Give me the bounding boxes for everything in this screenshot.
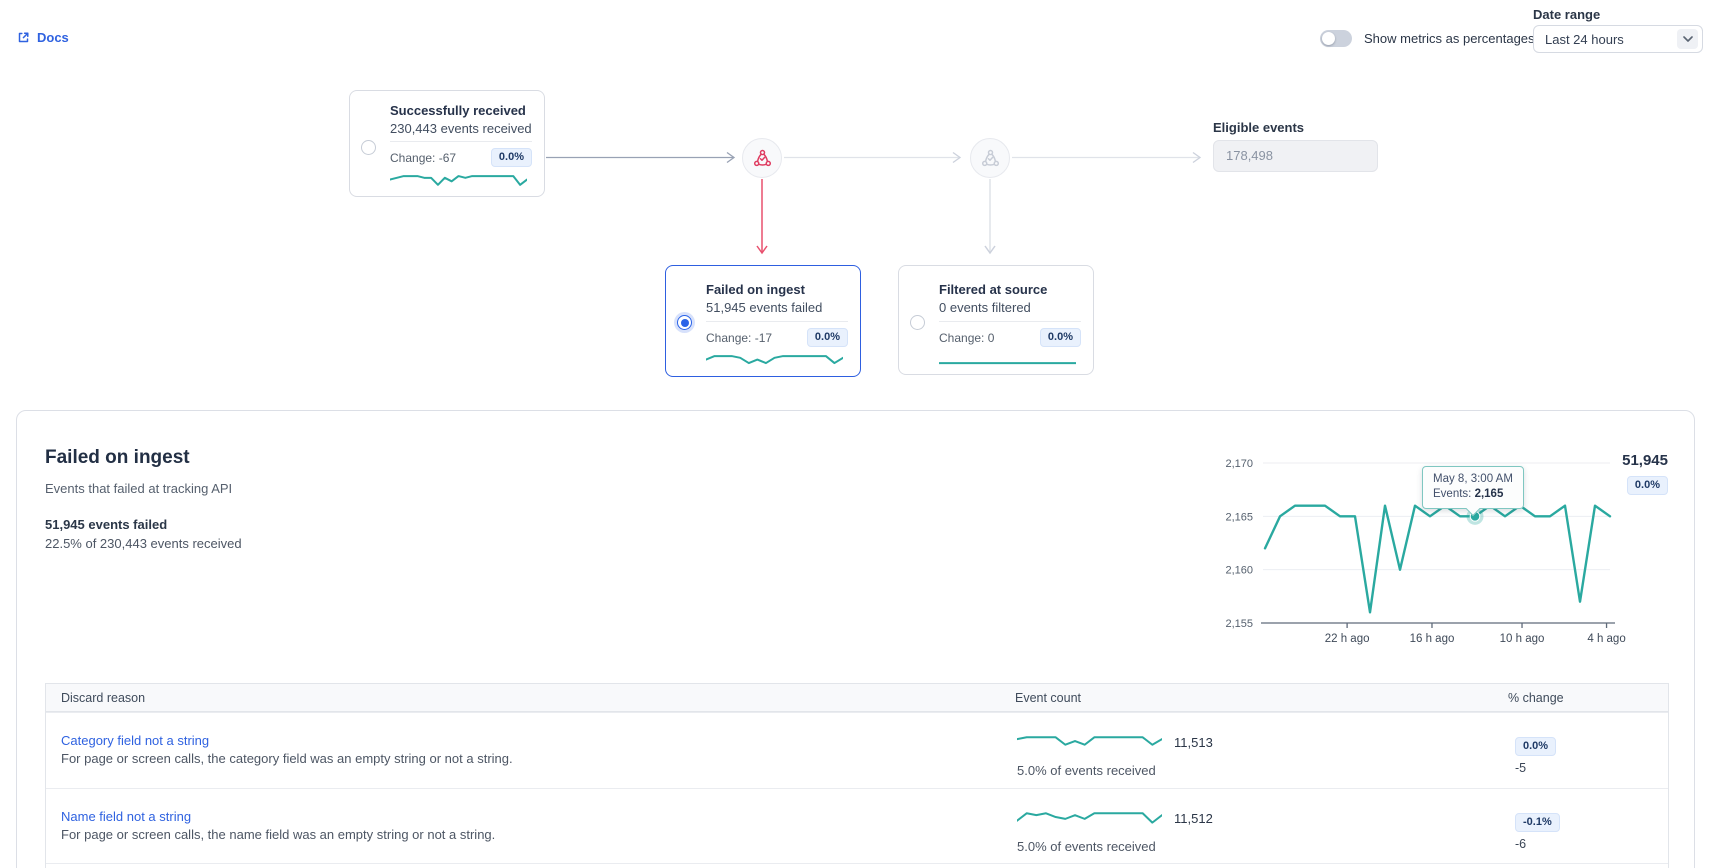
event-count-value: 11,512 <box>1174 811 1213 826</box>
failed-events-chart: 2,155 2,160 2,165 2,170 22 h ago 16 h ago 10 h… <box>1225 458 1625 645</box>
external-link-icon <box>18 32 29 43</box>
discard-reason-link[interactable]: Name field not a string <box>61 809 192 824</box>
divider <box>939 321 1081 322</box>
chevron-down-icon <box>1677 29 1698 49</box>
card-subtitle: 51,945 events failed <box>706 300 823 315</box>
table-header-row: Discard reason Event count % change <box>46 684 1668 712</box>
svg-text:2,155: 2,155 <box>1225 618 1253 630</box>
column-header-event-count: Event count <box>1015 691 1082 705</box>
eligible-events-label: Eligible events <box>1213 120 1305 135</box>
column-header-discard-reason: Discard reason <box>61 691 146 705</box>
failed-card[interactable]: Failed on ingest 51,945 events failed Ch… <box>665 265 861 377</box>
change-label: Change: 0 <box>939 330 995 345</box>
source-filter-node <box>970 138 1010 178</box>
svg-text:2,170: 2,170 <box>1225 458 1253 470</box>
arrowhead-icon <box>1192 151 1202 164</box>
card-title: Successfully received <box>390 103 526 118</box>
validation-cluster-icon <box>753 149 771 166</box>
table-row: Category field not a string For page or … <box>46 712 1668 788</box>
change-label: Change: -67 <box>390 150 457 165</box>
failed-on-ingest-panel: Failed on ingest Events that failed at t… <box>16 410 1695 868</box>
eligible-events-input[interactable]: 178,498 <box>1213 140 1378 172</box>
failed-percent-stat: 22.5% of 230,443 events received <box>45 536 242 551</box>
toggle-knob <box>1322 32 1335 45</box>
change-delta: -5 <box>1515 761 1527 775</box>
failed-count-stat: 51,945 events failed <box>45 517 168 532</box>
received-sparkline <box>390 173 527 188</box>
row-sparkline <box>1017 810 1162 826</box>
change-delta: -6 <box>1515 837 1527 851</box>
svg-text:4 h ago: 4 h ago <box>1587 633 1625 645</box>
event-count-note: 5.0% of events received <box>1017 839 1156 854</box>
card-title: Filtered at source <box>939 282 1048 297</box>
date-range-value: Last 24 hours <box>1545 31 1624 47</box>
tooltip-value: 2,165 <box>1474 488 1504 501</box>
event-count-note: 5.0% of events received <box>1017 763 1156 778</box>
panel-subtitle: Events that failed at tracking API <box>45 481 233 496</box>
divider <box>706 321 848 322</box>
arrowhead-icon <box>756 245 768 255</box>
svg-text:22 h ago: 22 h ago <box>1325 633 1370 645</box>
date-range-label: Date range <box>1533 7 1601 22</box>
row-sparkline <box>1017 734 1162 750</box>
card-title: Failed on ingest <box>706 282 805 297</box>
svg-text:2,160: 2,160 <box>1225 565 1253 577</box>
arrowhead-icon <box>952 151 962 164</box>
panel-title: Failed on ingest <box>45 447 190 468</box>
chart-total-value: 51,945 <box>1622 452 1668 469</box>
arrowhead-icon <box>984 245 996 255</box>
tooltip-label: Events: <box>1433 488 1472 501</box>
chart-total-badge: 0.0% <box>1626 476 1668 495</box>
chart-tooltip: May 8, 3:00 AM Events: 2,165 <box>1422 466 1524 510</box>
percent-change-badge: -0.1% <box>1515 813 1560 832</box>
received-card[interactable]: Successfully received 230,443 events rec… <box>349 90 545 197</box>
event-count-value: 11,513 <box>1174 735 1213 750</box>
discard-reason-description: For page or screen calls, the name field… <box>61 827 496 842</box>
ingest-validation-node <box>742 138 782 178</box>
table-row: Name field not a string For page or scre… <box>46 788 1668 863</box>
svg-text:16 h ago: 16 h ago <box>1410 633 1455 645</box>
arrowhead-icon <box>726 151 736 164</box>
filtered-sparkline <box>939 353 1076 368</box>
show-percentages-toggle[interactable] <box>1320 30 1352 47</box>
svg-text:10 h ago: 10 h ago <box>1500 633 1545 645</box>
percent-change-badge: 0.0% <box>1515 737 1557 756</box>
card-subtitle: 230,443 events received <box>390 121 532 136</box>
card-subtitle: 0 events filtered <box>939 300 1031 315</box>
failed-sparkline <box>706 353 843 368</box>
change-badge: 0.0% <box>806 328 848 347</box>
docs-link[interactable]: Docs <box>17 30 69 45</box>
divider <box>390 141 532 142</box>
validation-cluster-icon <box>981 149 999 166</box>
discard-reasons-table: Discard reason Event count % change Cate… <box>45 683 1669 868</box>
failed-radio[interactable] <box>677 315 692 330</box>
toggle-label: Show metrics as percentages <box>1364 31 1535 46</box>
filtered-radio[interactable] <box>910 315 925 330</box>
discard-reason-description: For page or screen calls, the category f… <box>61 751 513 766</box>
filtered-card[interactable]: Filtered at source 0 events filtered Cha… <box>898 265 1094 375</box>
discard-reason-link[interactable]: Category field not a string <box>61 733 210 748</box>
docs-label: Docs <box>37 30 69 45</box>
change-badge: 0.0% <box>490 148 532 167</box>
svg-text:2,165: 2,165 <box>1225 511 1253 523</box>
column-header-percent-change: % change <box>1508 691 1564 705</box>
tooltip-title: May 8, 3:00 AM <box>1433 473 1513 486</box>
received-radio[interactable] <box>361 140 376 155</box>
change-label: Change: -17 <box>706 330 773 345</box>
date-range-select[interactable]: Last 24 hours <box>1533 25 1703 53</box>
change-badge: 0.0% <box>1039 328 1081 347</box>
table-row <box>46 863 1668 868</box>
